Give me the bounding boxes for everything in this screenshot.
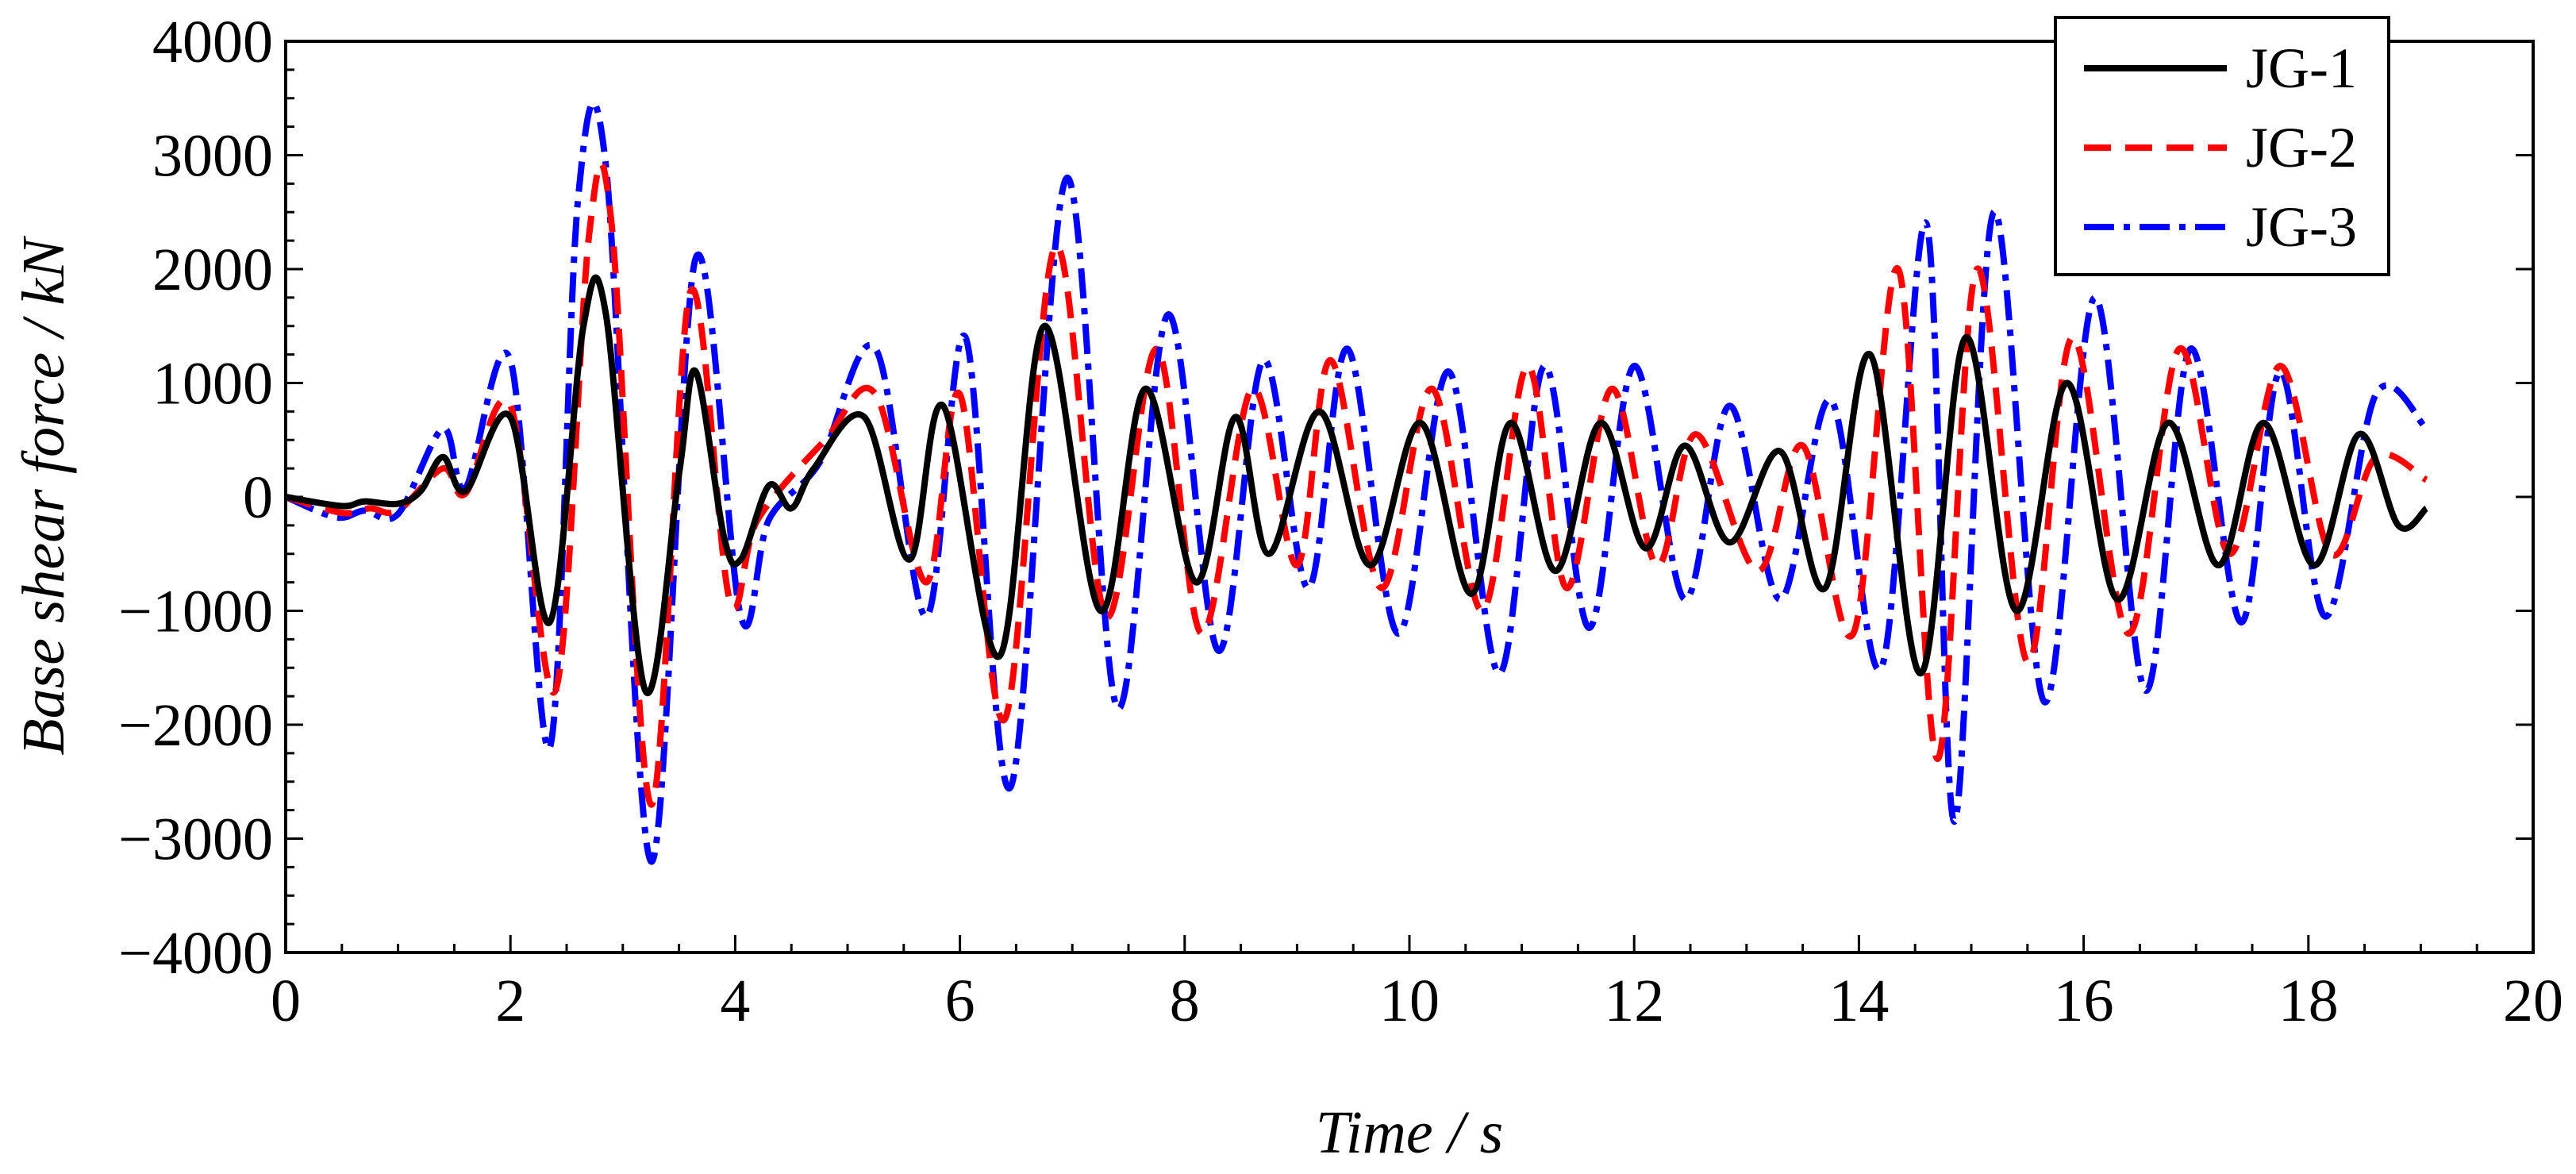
y-tick-label: −4000 [118,920,273,987]
x-tick-label: 4 [720,968,750,1034]
x-tick-label: 18 [2278,968,2339,1034]
y-axis-ticks: −4000 −3000 −2000 −1000 0 1000 2000 3000 4000 [118,9,2533,987]
y-tick-label: 3000 [152,123,273,190]
series-line-jg-1 [285,274,2429,697]
x-tick-label: 10 [1379,968,1440,1034]
x-tick-label: 8 [1170,968,1200,1034]
x-tick-label: 2 [495,968,525,1034]
x-tick-label: 0 [271,968,301,1034]
series-lines [284,100,2429,865]
x-tick-label: 16 [2054,968,2114,1034]
y-axis-title: Base shear force / kN [10,235,77,756]
y-tick-label: −2000 [118,692,273,759]
legend: JG-1 JG-2 JG-3 [2054,16,2390,276]
plot-frame [284,40,2535,954]
x-tick-label: 6 [945,968,975,1034]
legend-label-jg-2: JG-2 [2246,116,2357,179]
x-axis-ticks: 0 2 4 6 8 10 12 14 16 18 20 [271,935,2563,1034]
x-axis-title: Time / s [1316,1099,1504,1166]
x-tick-label: 12 [1604,968,1664,1034]
y-tick-label: 4000 [152,9,273,75]
y-tick-label: 0 [243,464,273,531]
x-tick-label: 14 [1828,968,1889,1034]
x-tick-label: 20 [2503,968,2563,1034]
y-tick-label: −3000 [118,806,273,873]
legend-label-jg-1: JG-1 [2246,37,2357,100]
y-tick-label: −1000 [118,579,273,645]
series-line-jg-3 [284,100,2429,865]
y-tick-label: 1000 [152,351,273,418]
legend-label-jg-3: JG-3 [2246,195,2357,259]
y-tick-label: 2000 [152,237,273,303]
